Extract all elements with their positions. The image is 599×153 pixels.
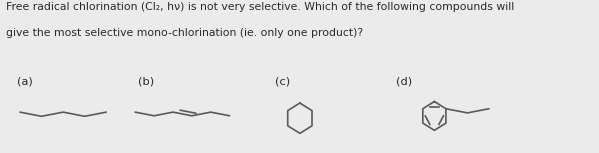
Text: Free radical chlorination (Cl₂, hν) is not very selective. Which of the followin: Free radical chlorination (Cl₂, hν) is n… [6, 2, 515, 12]
Text: (b): (b) [138, 76, 154, 86]
Text: (d): (d) [396, 76, 412, 86]
Text: (a): (a) [17, 76, 33, 86]
Text: give the most selective mono-chlorination (ie. only one product)?: give the most selective mono-chlorinatio… [6, 28, 364, 38]
Text: (c): (c) [275, 76, 291, 86]
